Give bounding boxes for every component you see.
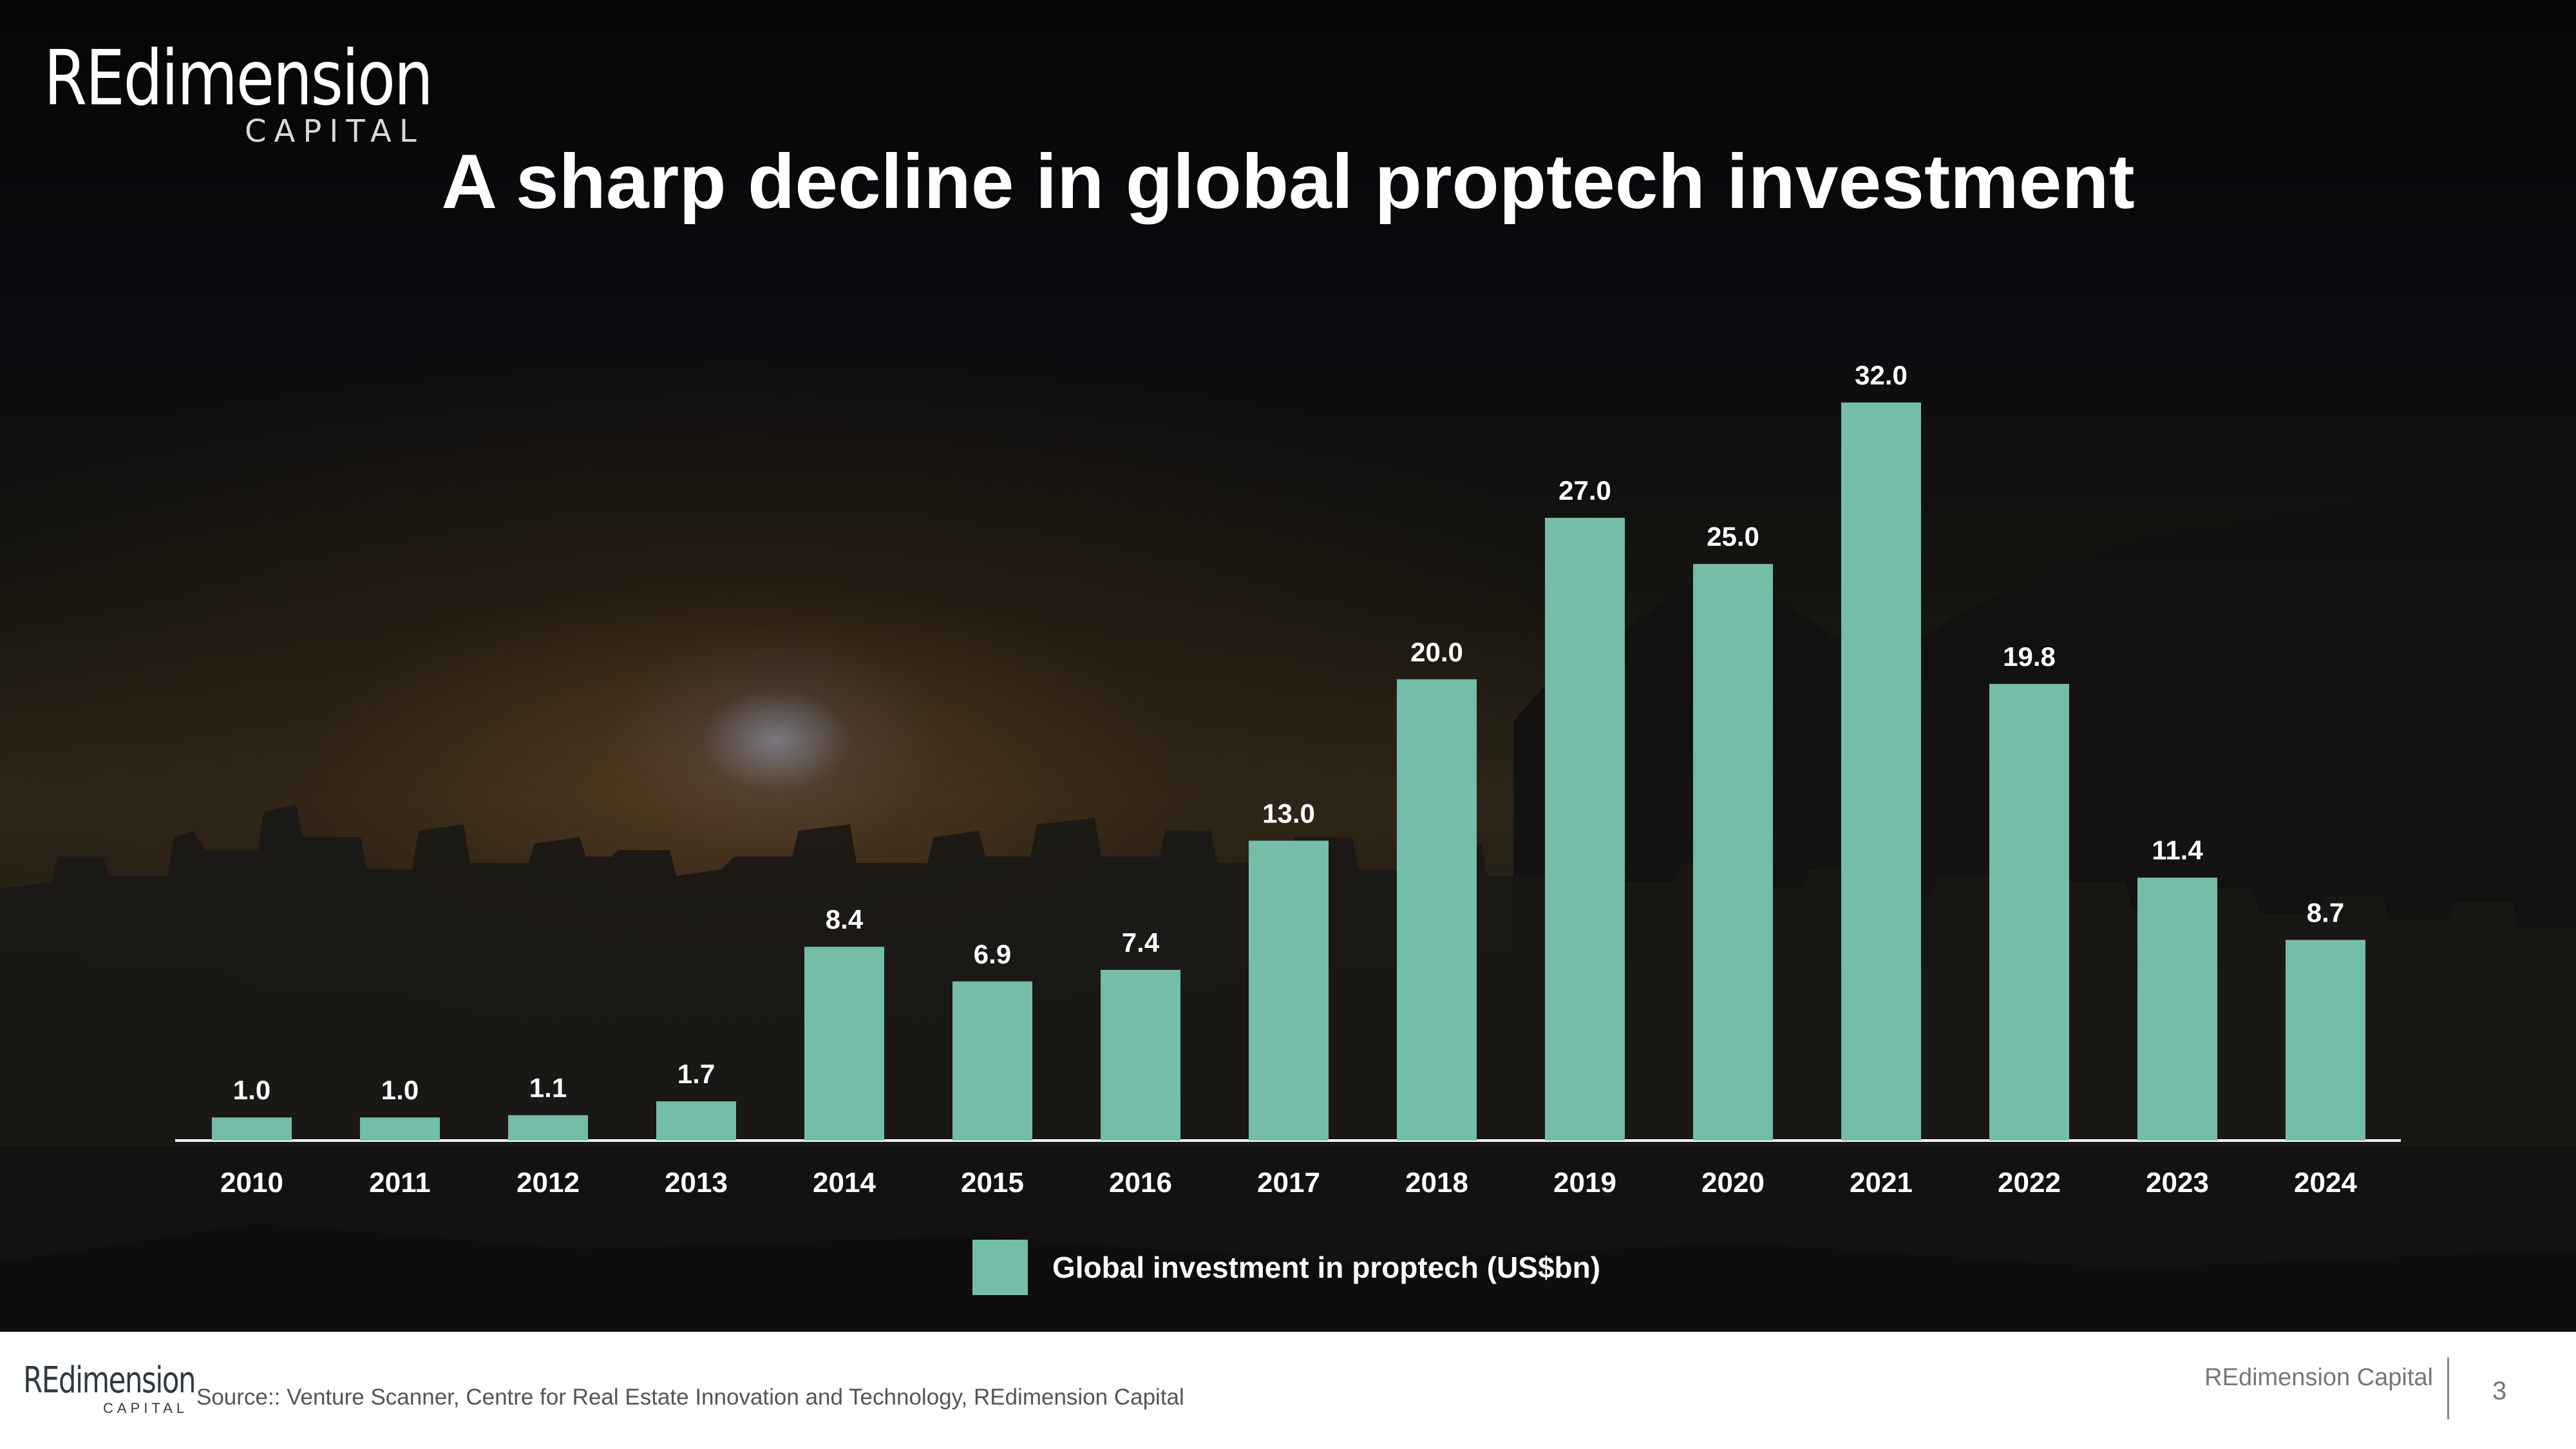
city-skyline-image [0, 451, 2576, 1332]
data-label-2010: 1.0 [233, 1075, 270, 1105]
bar-2014 [804, 947, 884, 1141]
x-tick-label-2011: 2011 [369, 1167, 430, 1198]
bar-2015 [952, 981, 1032, 1141]
logo-wordmark: REdimension [44, 33, 433, 122]
bar-2010 [212, 1117, 292, 1141]
bar-2017 [1249, 840, 1329, 1141]
legend-label: Global investment in proptech (US$bn) [1052, 1251, 1601, 1284]
bar-2016 [1101, 969, 1180, 1141]
x-tick-label-2019: 2019 [1553, 1167, 1616, 1198]
bar-2012 [508, 1115, 588, 1141]
footer-divider [2447, 1358, 2449, 1419]
data-label-2016: 7.4 [1122, 927, 1160, 958]
bar-2024 [2286, 940, 2365, 1141]
bar-2011 [360, 1117, 440, 1141]
data-label-2021: 32.0 [1855, 360, 1908, 390]
data-label-2015: 6.9 [974, 939, 1011, 969]
x-tick-label-2012: 2012 [516, 1167, 580, 1198]
bar-2022 [1989, 683, 2069, 1141]
page-title: A sharp decline in global proptech inves… [441, 138, 2135, 225]
x-tick-label-2010: 2010 [220, 1167, 283, 1198]
footer-logo-wordmark: REdimension [23, 1359, 196, 1401]
x-tick-label-2022: 2022 [1998, 1167, 2061, 1198]
data-label-2019: 27.0 [1558, 475, 1611, 506]
data-label-2017: 13.0 [1262, 798, 1315, 828]
data-label-2011: 1.0 [381, 1075, 419, 1105]
x-tick-label-2017: 2017 [1257, 1167, 1320, 1198]
slide-background: REdimension CAPITAL A sharp decline in g… [0, 0, 2576, 1332]
chart-legend: Global investment in proptech (US$bn) [972, 1240, 1600, 1295]
bar-2019 [1545, 518, 1625, 1141]
x-tick-label-2015: 2015 [961, 1167, 1024, 1198]
page-number: 3 [2492, 1377, 2507, 1405]
x-tick-label-2024: 2024 [2294, 1167, 2357, 1198]
data-label-2022: 19.8 [2003, 641, 2056, 672]
logo-subtitle: CAPITAL [245, 113, 424, 149]
bar-2013 [656, 1101, 736, 1141]
footer: REdimension CAPITAL Source:: Venture Sca… [0, 1332, 2576, 1449]
bar-2020 [1693, 564, 1773, 1141]
bar-chart: 1.0 2010 1.0 2011 1.1 2012 1.7 2013 8.4 2014 6.9 20… [212, 360, 2365, 1198]
source-note: Source:: Venture Scanner, Centre for Rea… [196, 1385, 1184, 1410]
bar-2018 [1397, 679, 1477, 1141]
data-label-2020: 25.0 [1707, 522, 1759, 552]
data-label-2013: 1.7 [677, 1059, 715, 1089]
footer-logo-subtitle: CAPITAL [103, 1400, 189, 1416]
x-tick-label-2013: 2013 [665, 1167, 728, 1198]
x-tick-label-2020: 2020 [1701, 1167, 1765, 1198]
data-label-2012: 1.1 [529, 1073, 567, 1103]
data-label-2014: 8.4 [826, 904, 864, 934]
footer-company-name: REdimension Capital [2204, 1364, 2433, 1391]
data-label-2023: 11.4 [2152, 835, 2203, 866]
legend-swatch [972, 1240, 1028, 1295]
bar-2023 [2137, 877, 2217, 1141]
data-label-2024: 8.7 [2307, 897, 2344, 927]
x-tick-label-2014: 2014 [813, 1167, 876, 1198]
x-tick-label-2018: 2018 [1405, 1167, 1468, 1198]
data-label-2018: 20.0 [1410, 637, 1463, 667]
x-tick-label-2021: 2021 [1850, 1167, 1913, 1198]
bar-2021 [1841, 402, 1921, 1141]
x-tick-label-2016: 2016 [1109, 1167, 1172, 1198]
x-tick-label-2023: 2023 [2146, 1167, 2209, 1198]
